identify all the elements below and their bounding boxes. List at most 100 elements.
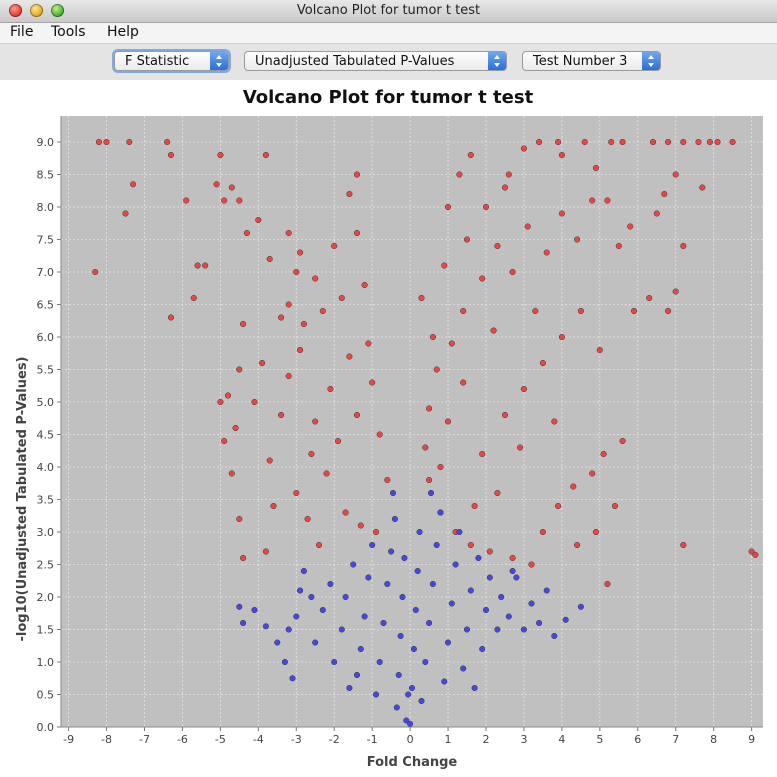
data-point: [577, 307, 584, 315]
data-point: [224, 392, 232, 399]
x-tick-label: -1: [367, 733, 378, 746]
data-point: [408, 684, 416, 692]
data-point: [312, 275, 319, 282]
x-tick-label: 1: [445, 733, 452, 746]
data-point: [228, 184, 235, 191]
data-point: [251, 606, 258, 614]
data-point: [217, 151, 224, 159]
data-point: [444, 418, 452, 425]
data-point: [418, 697, 425, 705]
title-bar[interactable]: Volcano Plot for tumor t test: [0, 0, 777, 23]
y-tick-label: 6.0: [37, 331, 55, 344]
x-tick-label: -8: [101, 733, 112, 746]
data-point: [376, 431, 383, 438]
volcano-chart[interactable]: Volcano Plot for tumor t test -9 -8 -7 -6 -5…: [0, 80, 777, 777]
data-point: [558, 333, 565, 341]
data-point: [353, 171, 361, 178]
data-point: [397, 632, 404, 640]
data-point: [342, 593, 349, 601]
data-point: [482, 203, 490, 211]
data-point: [479, 645, 486, 653]
data-point: [429, 333, 436, 341]
updown-arrows-icon[interactable]: [642, 52, 660, 70]
data-point: [416, 528, 423, 536]
toolbar: F Statistic Unadjusted Tabulated P-Value…: [0, 44, 777, 80]
data-point: [539, 528, 546, 536]
data-point: [456, 171, 463, 178]
data-point: [509, 268, 516, 276]
data-point: [555, 502, 562, 510]
close-icon[interactable]: [9, 4, 22, 17]
data-point: [338, 294, 345, 302]
data-point: [240, 320, 247, 328]
data-point: [460, 379, 467, 386]
pvalue-type-select-value: Unadjusted Tabulated P-Values: [255, 54, 455, 69]
data-point: [289, 675, 296, 682]
data-point: [543, 249, 550, 256]
y-tick-label: 5.0: [37, 396, 55, 409]
data-point: [389, 489, 397, 497]
data-point: [524, 223, 531, 230]
data-point: [232, 424, 239, 432]
data-point: [369, 379, 376, 386]
x-tick-label: -5: [215, 733, 226, 746]
data-point: [285, 626, 292, 633]
data-point: [297, 587, 304, 594]
axes: -9 -8 -7 -6 -5 -4 -3 -2 -1 0 1 2 3 4 5 6 7 8 9 0.0 0.5 1.0 1.5…: [37, 116, 763, 746]
data-point: [346, 684, 353, 692]
x-tick-label: 0: [407, 733, 414, 746]
data-point: [350, 561, 357, 568]
data-point: [304, 515, 311, 523]
data-point: [262, 151, 269, 159]
data-point: [517, 444, 524, 451]
data-point: [262, 548, 269, 555]
data-point: [372, 691, 380, 698]
data-point: [570, 483, 577, 490]
maximize-icon[interactable]: [51, 4, 64, 17]
data-point: [278, 411, 285, 419]
data-point: [308, 593, 315, 601]
data-point: [539, 359, 546, 367]
data-point: [577, 603, 584, 610]
data-point: [471, 684, 478, 692]
x-tick-label: -2: [329, 733, 340, 746]
data-point: [619, 437, 626, 445]
data-point: [441, 262, 448, 269]
minimize-icon[interactable]: [30, 4, 43, 17]
data-point: [323, 470, 330, 477]
data-point: [270, 502, 277, 510]
data-point: [183, 197, 190, 204]
data-point: [103, 138, 110, 146]
data-point: [520, 385, 527, 393]
data-point: [589, 197, 596, 204]
statistic-select[interactable]: F Statistic: [114, 51, 229, 71]
data-point: [353, 229, 361, 237]
data-point: [646, 294, 653, 302]
data-point: [240, 619, 247, 627]
data-point: [505, 613, 512, 620]
data-point: [562, 616, 569, 623]
updown-arrows-icon[interactable]: [210, 52, 228, 70]
data-point: [293, 489, 300, 497]
data-point: [456, 528, 463, 536]
data-point: [293, 268, 300, 276]
data-point: [331, 242, 338, 250]
data-point: [665, 307, 672, 315]
menu-help[interactable]: Help: [107, 24, 139, 40]
test-number-select[interactable]: Test Number 3: [522, 51, 661, 71]
data-point: [494, 242, 501, 250]
data-point: [543, 587, 550, 594]
pvalue-type-select[interactable]: Unadjusted Tabulated P-Values: [244, 51, 507, 71]
data-point: [467, 587, 474, 594]
menu-file[interactable]: File: [10, 24, 34, 40]
data-point: [611, 502, 619, 510]
data-point: [429, 580, 436, 588]
x-tick-label: 4: [558, 733, 565, 746]
updown-arrows-icon[interactable]: [488, 52, 506, 70]
data-point: [266, 255, 273, 263]
data-point: [297, 346, 304, 354]
data-point: [467, 541, 474, 549]
menu-tools[interactable]: Tools: [51, 24, 86, 40]
data-point: [365, 340, 372, 347]
